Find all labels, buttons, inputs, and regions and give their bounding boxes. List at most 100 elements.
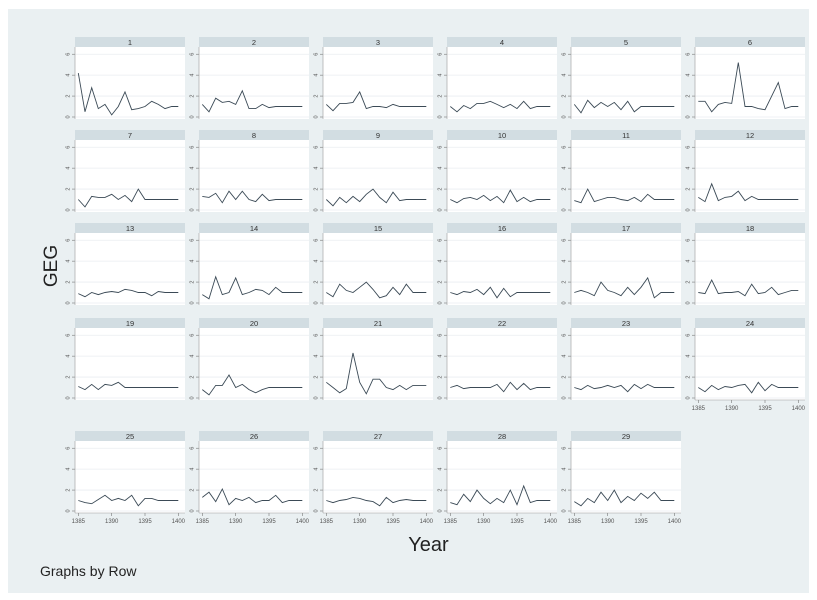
series-line <box>77 188 179 208</box>
panel-18: 18 0 2 4 6 <box>685 223 805 305</box>
x-tick-label: 1390 <box>477 519 491 525</box>
y-tick-label: 2 <box>685 95 691 98</box>
y-tick-label: 2 <box>685 281 691 284</box>
y-tick-label: 2 <box>437 489 443 492</box>
plot-area <box>571 140 681 212</box>
panel-2: 2 0 2 4 6 <box>189 37 309 119</box>
y-tick-label: 4 <box>685 355 691 358</box>
panel-header <box>571 431 681 441</box>
y-tick-label: 6 <box>561 447 567 450</box>
x-axis-label: Year <box>408 534 449 556</box>
panel-header <box>571 318 681 328</box>
panel-29: 29 0 2 4 6 1385 1390 1395 1400 <box>561 431 682 525</box>
y-tick-label: 0 <box>437 301 443 304</box>
y-tick-label: 4 <box>561 260 567 263</box>
y-axis-label: GEG <box>41 244 62 288</box>
x-tick-label: 1390 <box>105 519 119 525</box>
panel-header <box>571 130 681 140</box>
panel-header <box>695 223 805 233</box>
y-tick-label: 2 <box>189 95 195 98</box>
panel-header <box>447 37 557 47</box>
panel-11: 11 0 2 4 6 <box>561 130 681 212</box>
plot-area <box>323 140 433 212</box>
panel-header <box>75 431 185 441</box>
y-tick-label: 2 <box>65 188 71 191</box>
series-line <box>450 100 551 113</box>
panel-title: 29 <box>622 432 630 441</box>
series-line <box>698 278 799 297</box>
panel-header <box>571 37 681 47</box>
y-tick-label: 2 <box>685 376 691 379</box>
y-tick-label: 2 <box>437 376 443 379</box>
y-tick-label: 4 <box>561 167 567 170</box>
series-line <box>574 188 675 204</box>
y-tick-label: 4 <box>685 74 691 77</box>
y-tick-label: 6 <box>561 146 567 149</box>
series-line <box>698 182 799 203</box>
x-tick-label: 1385 <box>568 519 582 525</box>
y-tick-label: 6 <box>437 239 443 242</box>
panel-title: 21 <box>374 319 382 328</box>
series-line <box>450 381 551 393</box>
y-tick-label: 6 <box>189 239 195 242</box>
y-tick-label: 4 <box>65 468 71 471</box>
series-line <box>78 288 179 298</box>
panel-title: 27 <box>374 432 382 441</box>
y-tick-label: 0 <box>561 396 567 399</box>
y-tick-label: 4 <box>65 260 71 263</box>
y-tick-label: 2 <box>65 376 71 379</box>
plot-area <box>695 328 805 400</box>
y-tick-label: 0 <box>561 301 567 304</box>
series-line <box>202 190 303 204</box>
panel-15: 15 0 2 4 6 <box>313 223 433 305</box>
y-tick-label: 6 <box>437 447 443 450</box>
panel-title: 22 <box>498 319 506 328</box>
plot-area <box>199 233 309 305</box>
panel-7: 7 0 2 4 6 <box>65 130 185 212</box>
y-tick-label: 6 <box>65 447 71 450</box>
panel-header <box>75 223 185 233</box>
panel-header <box>447 431 557 441</box>
y-tick-label: 4 <box>685 260 691 263</box>
plot-area <box>323 47 433 119</box>
plot-area <box>571 328 681 400</box>
y-tick-label: 2 <box>65 281 71 284</box>
series-line <box>574 489 675 507</box>
y-tick-label: 2 <box>561 188 567 191</box>
panel-header <box>323 318 433 328</box>
y-tick-label: 2 <box>561 489 567 492</box>
y-tick-label: 0 <box>685 301 691 304</box>
y-tick-label: 2 <box>437 95 443 98</box>
plot-area <box>695 233 805 305</box>
plot-area <box>75 328 185 400</box>
series-line <box>326 281 427 299</box>
panel-title: 2 <box>252 38 256 47</box>
plot-area <box>447 233 557 305</box>
series-line <box>326 496 427 507</box>
y-tick-label: 4 <box>685 167 691 170</box>
y-tick-label: 0 <box>65 115 71 118</box>
series-line <box>77 73 179 116</box>
panel-header <box>323 130 433 140</box>
panel-22: 22 0 2 4 6 <box>437 318 557 400</box>
plot-area <box>75 47 185 119</box>
panel-title: 4 <box>500 38 504 47</box>
y-tick-label: 6 <box>65 334 71 337</box>
x-tick-label: 1390 <box>725 406 739 412</box>
panel-title: 15 <box>374 224 382 233</box>
y-tick-label: 0 <box>561 115 567 118</box>
y-tick-label: 2 <box>437 281 443 284</box>
y-tick-label: 4 <box>313 167 319 170</box>
panel-title: 8 <box>252 131 256 140</box>
panel-14: 14 0 2 4 6 <box>189 223 309 305</box>
plot-area <box>199 140 309 212</box>
y-tick-label: 4 <box>437 355 443 358</box>
plot-area <box>323 441 433 513</box>
x-tick-label: 1400 <box>172 519 186 525</box>
y-tick-label: 0 <box>561 208 567 211</box>
y-tick-label: 6 <box>437 53 443 56</box>
y-tick-label: 6 <box>65 146 71 149</box>
y-tick-label: 2 <box>561 95 567 98</box>
panel-title: 12 <box>746 131 754 140</box>
panel-title: 19 <box>126 319 134 328</box>
